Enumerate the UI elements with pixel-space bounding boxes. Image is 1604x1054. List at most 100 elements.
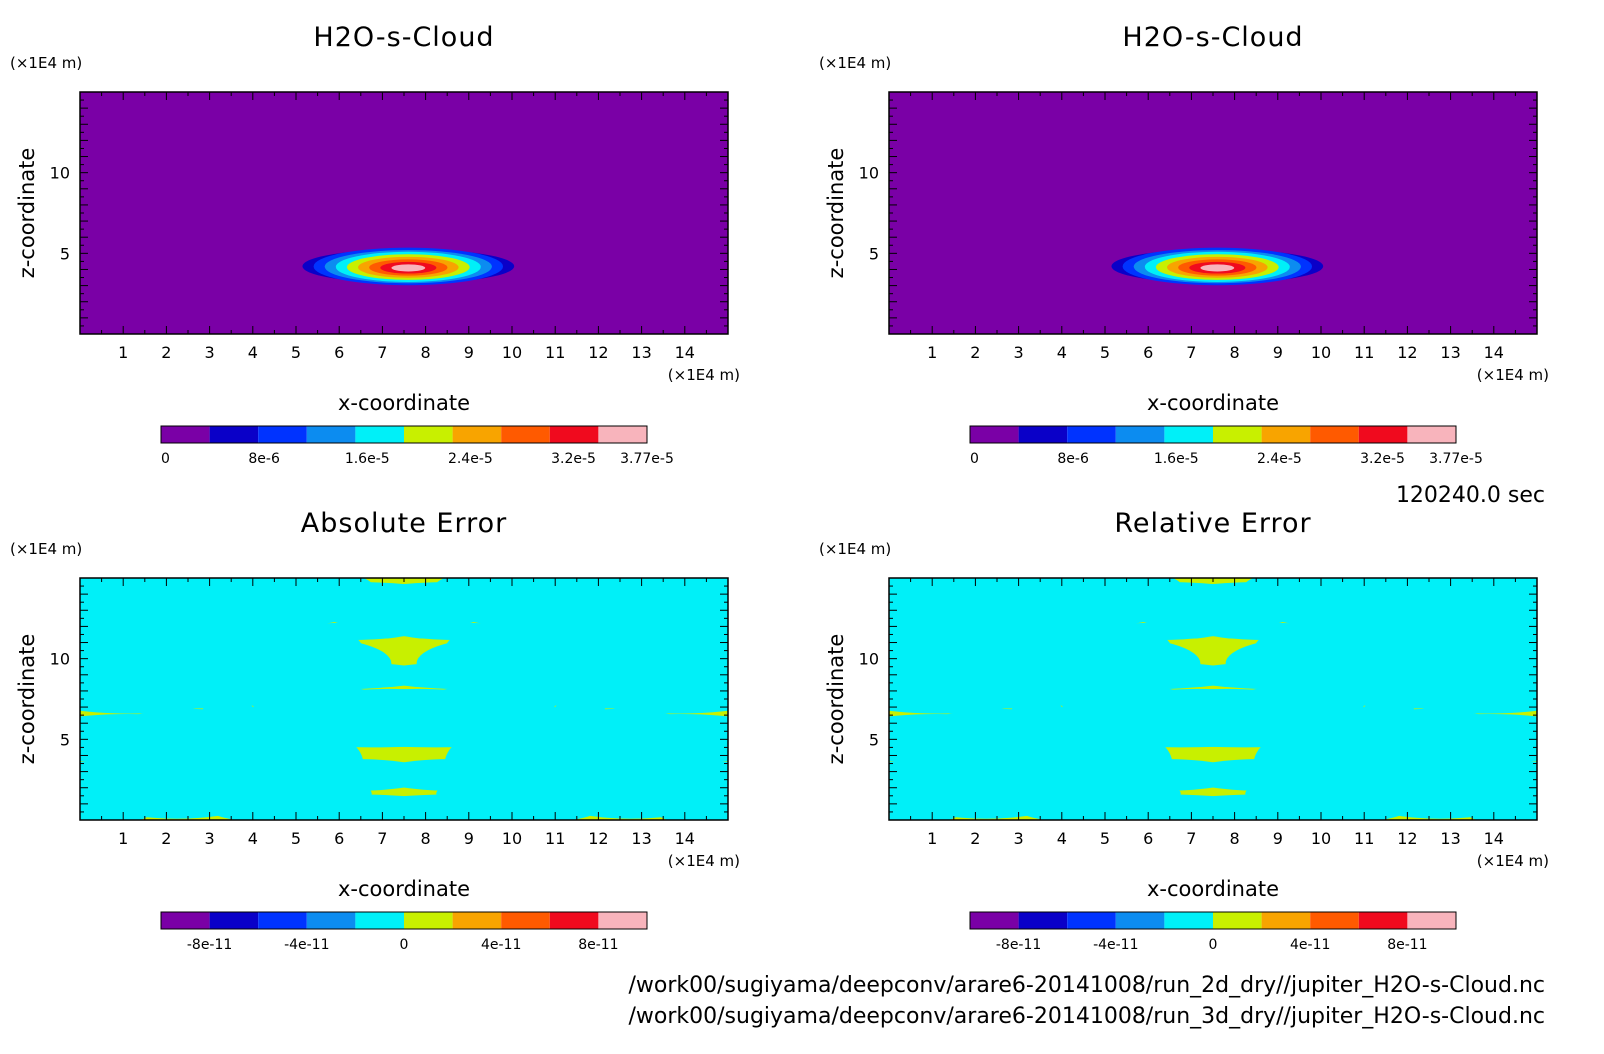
colorbar-segment [598, 912, 647, 929]
colorbar-frame [969, 425, 1457, 444]
time-label: 120240.0 sec [1396, 483, 1545, 508]
colorbar-segment [1067, 912, 1116, 929]
x-tick-label: 10 [1311, 829, 1331, 848]
colorbar-segment [306, 426, 356, 443]
x-tick-label: 13 [1440, 343, 1460, 362]
error-region [468, 581, 604, 635]
x-tick-label: 9 [464, 829, 474, 848]
colorbar-label: -8e-11 [996, 937, 1041, 953]
colorbar-label: 8e-11 [578, 937, 618, 953]
colorbar-segment [355, 426, 404, 443]
error-region [204, 581, 340, 635]
error-region [1138, 583, 1238, 614]
x-tick-label: 7 [377, 829, 387, 848]
y-axis: 5 10 [50, 91, 728, 335]
y-tick-label: 10 [859, 164, 879, 183]
x-tick-label: 4 [1057, 829, 1067, 848]
error-region [1382, 713, 1537, 762]
x-axis-label: x-coordinate [338, 391, 470, 415]
x-tick-label: 7 [1186, 829, 1196, 848]
colorbar-label: 8e-6 [1057, 451, 1089, 467]
x-axis: 1 2 3 4 5 6 7 8 9 10 11 12 13 14 [79, 92, 729, 362]
colorbar: -8e-11 -4e-11 0 4e-11 8e-11 [969, 911, 1457, 953]
colorbar-label: 2.4e-5 [1257, 451, 1302, 467]
file-path-1: /work00/sugiyama/deepconv/arare6-2014100… [629, 973, 1546, 998]
x-tick-label: 10 [502, 343, 522, 362]
x-unit: (×1E4 m) [668, 366, 740, 384]
colorbar-label: 8e-6 [248, 451, 280, 467]
colorbar-segment [1067, 426, 1116, 443]
panel-4: Relative Error(×1E4 m)1 2 3 4 5 6 7 8 9 10 11 12 13 1… [819, 508, 1549, 953]
colorbar-segment [1407, 426, 1456, 443]
y-tick-label: 5 [869, 730, 879, 749]
colorbar-segment [161, 912, 210, 929]
x-tick-label: 14 [675, 829, 695, 848]
panel-title: Absolute Error [301, 508, 507, 539]
x-tick-label: 5 [291, 829, 301, 848]
x-tick-label: 11 [545, 343, 565, 362]
x-tick-label: 12 [588, 343, 608, 362]
colorbar-label: 4e-11 [1290, 937, 1330, 953]
x-tick-label: 4 [248, 343, 258, 362]
colorbar-segment [1261, 426, 1311, 443]
colorbar-segment [355, 912, 404, 929]
y-tick-label: 10 [50, 650, 70, 669]
colorbar-frame [160, 425, 648, 444]
colorbar-segment [306, 912, 356, 929]
x-tick-label: 5 [1100, 343, 1110, 362]
y-axis: 5 10 [50, 577, 728, 821]
colorbar: 0 8e-6 1.6e-5 2.4e-5 3.2e-5 3.77e-5 [160, 425, 674, 467]
colorbar-segment [1213, 912, 1262, 929]
panel-2: H2O-s-Cloud(×1E4 m)1 2 3 4 5 6 7 8 9 10 11 12 13 14(×… [819, 22, 1549, 467]
colorbar-segment [1310, 912, 1359, 929]
y-axis-label: z-coordinate [824, 634, 848, 765]
y-axis-label: z-coordinate [824, 148, 848, 279]
x-tick-label: 7 [1186, 343, 1196, 362]
colorbar-label: 0 [161, 451, 170, 467]
contour-level-9 [391, 264, 426, 272]
x-tick-label: 5 [291, 343, 301, 362]
heatmap-field [889, 578, 1537, 820]
x-tick-label: 11 [545, 829, 565, 848]
x-tick-label: 14 [1484, 343, 1504, 362]
x-tick-label: 4 [1057, 343, 1067, 362]
x-axis-label: x-coordinate [338, 877, 470, 901]
error-region [1363, 639, 1537, 682]
file-path-2: /work00/sugiyama/deepconv/arare6-2014100… [629, 1004, 1546, 1029]
colorbar-label: 3.77e-5 [620, 451, 674, 467]
x-tick-label: 6 [334, 343, 344, 362]
colorbar-segment [598, 426, 647, 443]
colorbar: -8e-11 -4e-11 0 4e-11 8e-11 [160, 911, 648, 953]
error-blobs [80, 578, 728, 820]
colorbar-segment [970, 426, 1019, 443]
colorbar-segment [258, 912, 307, 929]
y-axis-label: z-coordinate [15, 634, 39, 765]
colorbar-label: -4e-11 [1093, 937, 1138, 953]
colorbar-segment [258, 426, 307, 443]
error-region [644, 770, 728, 820]
x-tick-label: 12 [1397, 343, 1417, 362]
heatmap-field [80, 578, 728, 820]
panel-title: H2O-s-Cloud [313, 22, 494, 53]
x-tick-label: 2 [161, 343, 171, 362]
x-tick-label: 8 [421, 829, 431, 848]
colorbar-segment [209, 912, 259, 929]
colorbar-segment [1018, 426, 1068, 443]
x-tick-label: 6 [334, 829, 344, 848]
colorbar-label: 8e-11 [1387, 937, 1427, 953]
colorbar-segment [404, 426, 453, 443]
y-tick-label: 10 [50, 164, 70, 183]
colorbar: 0 8e-6 1.6e-5 2.4e-5 3.2e-5 3.77e-5 [969, 425, 1483, 467]
colorbar-segment [1115, 912, 1165, 929]
error-region [1170, 796, 1397, 820]
x-tick-label: 9 [464, 343, 474, 362]
x-tick-label: 10 [502, 829, 522, 848]
x-tick-label: 14 [675, 343, 695, 362]
colorbar-segment [452, 426, 502, 443]
colorbar-label: 0 [1209, 937, 1218, 953]
error-region [329, 583, 429, 614]
colorbar-frame [160, 911, 648, 930]
y-unit: (×1E4 m) [10, 54, 82, 72]
y-unit: (×1E4 m) [10, 540, 82, 558]
